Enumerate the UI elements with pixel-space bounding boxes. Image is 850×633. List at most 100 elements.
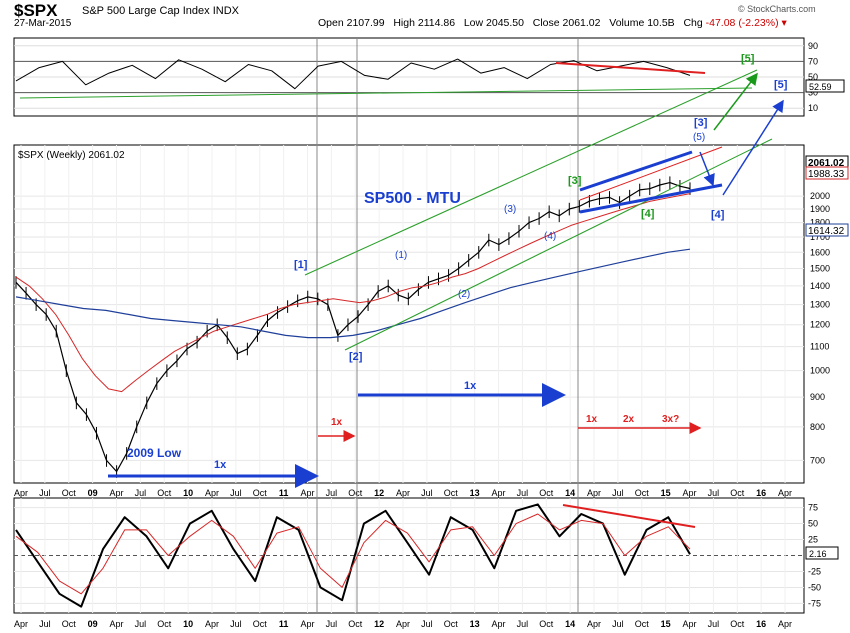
x-tick-label: Oct: [253, 619, 268, 629]
price-panel-frame: [13, 144, 805, 484]
wave-label-1-bracket: [1]: [294, 259, 308, 271]
x-tick-label: Oct: [157, 488, 172, 498]
x-tick-label: 09: [88, 619, 98, 629]
price-tick-label: 1100: [810, 342, 829, 352]
wave-label-5-blue: [5]: [774, 79, 788, 91]
x-tick-label: 13: [470, 488, 480, 498]
x-tick-label: Jul: [421, 619, 433, 629]
high-value: 2114.86: [417, 17, 456, 29]
x-tick-label: Jul: [39, 619, 51, 629]
x-tick-label: Jul: [135, 488, 147, 498]
down-arrow-icon: ▾: [778, 17, 787, 29]
volume-value: 10.5B: [647, 17, 675, 29]
wave-label-3-blue: [3]: [694, 117, 708, 129]
x-tick-label: Oct: [157, 619, 172, 629]
open-label: Open: [318, 17, 344, 29]
high-label: High: [393, 17, 415, 29]
x-tick-label: Oct: [62, 488, 77, 498]
wave-label-2-bracket: [2]: [349, 351, 363, 363]
wave-label-4-green: [4]: [641, 208, 655, 220]
x-tick-label: Oct: [348, 619, 363, 629]
price-tick-label: 1400: [810, 281, 830, 291]
volume-label: Volume: [609, 17, 645, 29]
x-tick-label: Apr: [301, 619, 315, 629]
channel-upper-line: [304, 69, 758, 276]
x-tick-label: 09: [88, 488, 98, 498]
label-red-1x-a: 1x: [331, 417, 343, 428]
rsi-last-value: 52.59: [809, 82, 832, 92]
x-tick-label: Apr: [492, 488, 506, 498]
x-tick-label: 10: [183, 619, 193, 629]
wave-label-4-blue: [4]: [711, 209, 725, 221]
x-tick-label: Jul: [135, 619, 147, 629]
x-tick-label: 15: [661, 619, 671, 629]
x-tick-label: Oct: [539, 488, 554, 498]
exchange: INDX: [212, 5, 239, 17]
osc-line-black: [15, 503, 691, 608]
osc-series: [15, 503, 691, 608]
price-tick-label: 1800: [810, 218, 830, 228]
chart-header: $SPX S&P 500 Large Cap Index INDX 27-Mar…: [0, 0, 850, 30]
x-tick-label: Jul: [708, 619, 720, 629]
osc-tick-label: 75: [808, 503, 818, 513]
x-tick-label: Apr: [109, 619, 123, 629]
chg-label: Chg: [683, 17, 703, 29]
x-tick-label: 11: [279, 488, 289, 498]
open-value: 2107.99: [346, 17, 385, 29]
wedge-lower-line: [579, 183, 723, 214]
osc-line-red: [15, 513, 691, 595]
x-tick-label: 10: [183, 488, 193, 498]
x-tick-label: Apr: [14, 619, 28, 629]
x-tick-label: Oct: [62, 619, 77, 629]
label-1x-2009: 1x: [214, 459, 227, 471]
x-tick-label: Oct: [730, 488, 745, 498]
x-tick-label: Jul: [421, 488, 433, 498]
rsi-axis: 10 30 50 70 90: [14, 41, 818, 113]
price-tick-label: 1000: [810, 366, 830, 376]
red-wedge-line: [579, 146, 723, 201]
x-tick-label: Jul: [230, 488, 242, 498]
index-name: S&P 500 Large Cap Index INDX: [82, 5, 239, 17]
ma-fast-value: 1988.33: [808, 169, 845, 180]
osc-tick-label: -75: [808, 598, 821, 608]
x-tick-label: Jul: [326, 488, 338, 498]
x-tick-label: 14: [565, 488, 575, 498]
x-tick-label: Apr: [587, 619, 601, 629]
price-legend: $SPX (Weekly) 2061.02: [18, 150, 125, 161]
rsi-tick-label: 10: [808, 103, 818, 113]
label-red-1x-b: 1x: [586, 414, 598, 425]
price-tick-label: 1900: [810, 204, 830, 214]
x-tick-label: Oct: [444, 488, 459, 498]
ma-slow-line: [15, 248, 691, 339]
label-red-2x: 2x: [623, 414, 635, 425]
x-tick-label: 12: [374, 488, 384, 498]
wave-label-5-paren: (5): [693, 132, 705, 143]
x-tick-label: Jul: [39, 488, 51, 498]
osc-last-label: 2.16: [805, 546, 839, 560]
osc-tick-label: -50: [808, 582, 821, 592]
x-axis-bottom: Apr Jul Oct 09 Apr Jul Oct 10 Apr Jul Oct 11 Apr Jul O…: [14, 498, 792, 629]
arrow-to-wave5-green: [713, 72, 758, 131]
price-tick-label: 1500: [810, 264, 830, 274]
price-tick-label: 800: [810, 422, 825, 432]
osc-tick-label: -25: [808, 566, 821, 576]
x-tick-label: Oct: [635, 619, 650, 629]
x-tick-label: Oct: [539, 619, 554, 629]
x-tick-label: Apr: [492, 619, 506, 629]
low-label: Low: [463, 17, 484, 29]
close-label: Close: [532, 17, 560, 29]
x-tick-label: 12: [374, 619, 384, 629]
rsi-last-label: 52.59: [805, 79, 845, 93]
x-tick-label: Apr: [14, 488, 28, 498]
label-2009-low: 2009 Low: [127, 446, 182, 460]
close-value: 2061.02: [562, 17, 601, 29]
chart-title: SP500 - MTU: [364, 190, 461, 207]
rsi-tick-label: 30: [808, 88, 818, 98]
x-tick-label: Apr: [396, 488, 410, 498]
wave-label-3-paren: (3): [504, 204, 516, 215]
x-tick-label: 14: [565, 619, 575, 629]
ma-fast-line: [15, 193, 691, 393]
arrow-to-wave5-blue: [722, 99, 784, 196]
x-tick-label: 16: [756, 488, 766, 498]
wave-label-2-paren: (2): [458, 289, 470, 300]
